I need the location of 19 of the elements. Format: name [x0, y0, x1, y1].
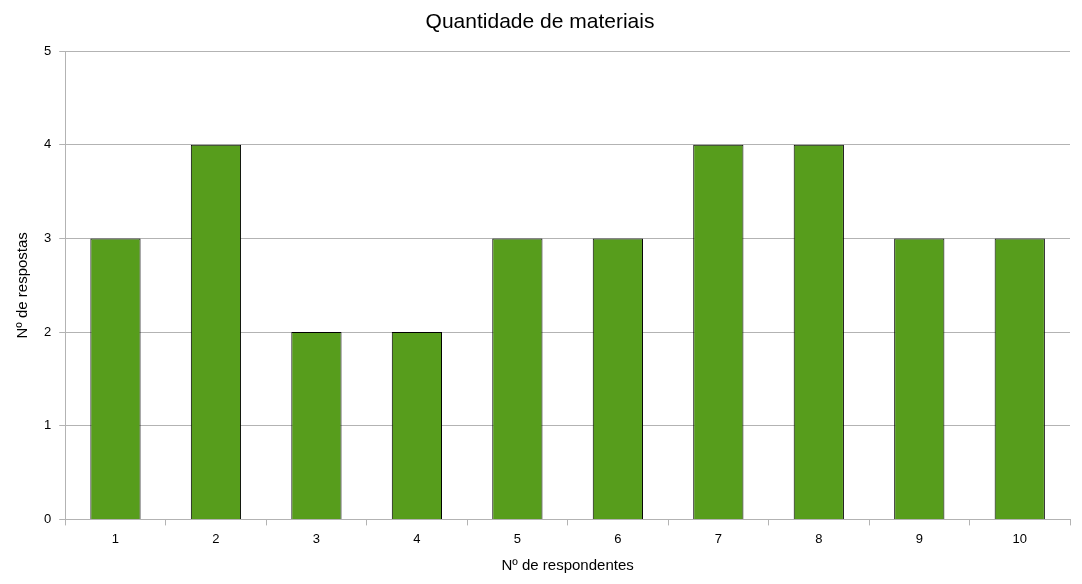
- x-axis-title: Nº de respondentes: [501, 556, 634, 574]
- x-tick-label: 4: [413, 530, 421, 546]
- y-tick-label: 2: [44, 323, 52, 339]
- y-tick-label: 5: [44, 42, 52, 58]
- y-tick-label: 3: [44, 230, 52, 246]
- x-tick-label: 5: [513, 530, 521, 546]
- y-axis-title: Nº de respostas: [13, 232, 31, 339]
- x-tick-label: 8: [815, 530, 823, 546]
- y-tick-label: 1: [44, 417, 52, 433]
- x-tick-label: 2: [212, 530, 220, 546]
- x-tick-label: 10: [1012, 530, 1027, 546]
- x-tick-label: 7: [714, 530, 722, 546]
- x-tick-label: 3: [312, 530, 321, 546]
- y-tick-label: 4: [44, 136, 52, 152]
- x-tick-label: 9: [915, 530, 923, 546]
- y-tick-label: 0: [44, 510, 52, 526]
- x-tick-label: 1: [111, 530, 120, 546]
- chart-title: Quantidade de materiais: [425, 9, 655, 33]
- x-tick-label: 6: [614, 530, 622, 546]
